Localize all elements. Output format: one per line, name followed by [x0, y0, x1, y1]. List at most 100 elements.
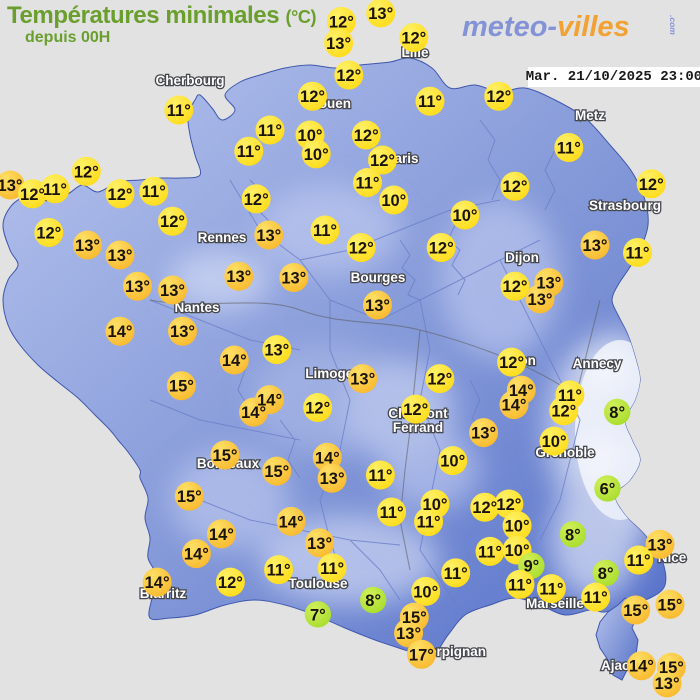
svg-text:15°: 15°: [658, 596, 683, 614]
svg-text:13°: 13°: [160, 282, 185, 300]
svg-text:8°: 8°: [365, 592, 381, 610]
svg-text:14°: 14°: [145, 574, 170, 592]
svg-text:12°: 12°: [472, 499, 497, 517]
svg-text:11°: 11°: [584, 589, 608, 607]
svg-text:12°: 12°: [160, 213, 185, 231]
svg-text:15°: 15°: [213, 447, 238, 465]
svg-text:12°: 12°: [74, 163, 99, 181]
svg-text:15°: 15°: [177, 488, 202, 506]
svg-text:12°: 12°: [349, 240, 374, 258]
svg-text:12°: 12°: [639, 176, 664, 194]
svg-text:12°: 12°: [370, 152, 395, 170]
svg-text:13°: 13°: [536, 275, 561, 293]
svg-text:10°: 10°: [542, 433, 567, 451]
svg-text:13°: 13°: [125, 278, 150, 296]
svg-text:13°: 13°: [256, 227, 281, 245]
svg-text:11°: 11°: [167, 102, 191, 120]
svg-text:10°: 10°: [413, 583, 438, 601]
svg-text:13°: 13°: [108, 247, 133, 265]
svg-text:13°: 13°: [326, 35, 351, 53]
svg-text:11°: 11°: [380, 504, 404, 522]
svg-text:12°: 12°: [36, 225, 61, 243]
svg-text:12°: 12°: [551, 403, 576, 421]
svg-text:11°: 11°: [320, 560, 344, 578]
svg-text:12°: 12°: [427, 371, 452, 389]
svg-text:13°: 13°: [648, 536, 673, 554]
svg-text:10°: 10°: [453, 207, 478, 225]
svg-text:11°: 11°: [478, 543, 502, 561]
svg-text:12°: 12°: [218, 574, 243, 592]
svg-text:14°: 14°: [502, 397, 527, 415]
svg-text:10°: 10°: [381, 192, 406, 210]
svg-text:13°: 13°: [226, 268, 251, 286]
svg-text:11°: 11°: [313, 222, 337, 240]
svg-text:12°: 12°: [354, 127, 379, 145]
svg-text:13°: 13°: [471, 425, 496, 443]
svg-text:11°: 11°: [142, 183, 166, 201]
svg-text:11°: 11°: [418, 93, 442, 111]
svg-text:14°: 14°: [279, 513, 304, 531]
svg-text:Nantes: Nantes: [174, 300, 219, 315]
svg-text:10°: 10°: [304, 146, 329, 164]
svg-text:13°: 13°: [307, 535, 332, 553]
svg-text:12°: 12°: [20, 186, 45, 204]
svg-text:13°: 13°: [170, 323, 195, 341]
svg-text:13°: 13°: [75, 237, 100, 255]
svg-text:11°: 11°: [267, 562, 291, 580]
svg-text:15°: 15°: [264, 463, 289, 481]
svg-text:14°: 14°: [184, 546, 209, 564]
svg-text:11°: 11°: [557, 140, 581, 158]
svg-text:Metz: Metz: [575, 108, 605, 123]
svg-text:11°: 11°: [417, 514, 441, 532]
svg-text:11°: 11°: [355, 175, 379, 193]
svg-text:14°: 14°: [222, 352, 247, 370]
svg-text:11°: 11°: [444, 565, 468, 583]
svg-text:13°: 13°: [320, 470, 345, 488]
svg-text:13°: 13°: [350, 371, 375, 389]
svg-text:Rennes: Rennes: [198, 230, 247, 245]
svg-text:12°: 12°: [108, 186, 133, 204]
svg-text:8°: 8°: [565, 526, 581, 544]
svg-text:11°: 11°: [237, 143, 261, 161]
svg-text:11°: 11°: [627, 552, 651, 570]
svg-text:12°: 12°: [336, 67, 361, 85]
svg-text:Strasbourg: Strasbourg: [589, 198, 661, 213]
svg-text:11°: 11°: [258, 122, 282, 140]
svg-text:11°: 11°: [43, 181, 67, 199]
svg-text:13°: 13°: [583, 237, 608, 255]
svg-text:12°: 12°: [429, 240, 454, 258]
svg-text:12°: 12°: [499, 354, 524, 372]
svg-text:13°: 13°: [528, 291, 553, 309]
svg-text:12°: 12°: [486, 88, 511, 106]
svg-text:14°: 14°: [257, 392, 282, 410]
svg-text:11°: 11°: [508, 576, 532, 594]
svg-text:14°: 14°: [629, 658, 654, 676]
svg-text:11°: 11°: [625, 245, 649, 263]
svg-text:12°: 12°: [503, 178, 528, 196]
svg-text:13°: 13°: [368, 5, 393, 23]
svg-text:13°: 13°: [655, 675, 680, 693]
svg-text:12°: 12°: [401, 30, 426, 48]
svg-text:17°: 17°: [409, 646, 434, 664]
svg-text:14°: 14°: [315, 449, 340, 467]
svg-text:9°: 9°: [524, 558, 540, 576]
svg-text:11°: 11°: [368, 467, 392, 485]
svg-text:Cherbourg: Cherbourg: [156, 73, 225, 88]
svg-text:8°: 8°: [609, 404, 625, 422]
svg-text:10°: 10°: [423, 496, 448, 514]
svg-text:13°: 13°: [264, 342, 289, 360]
svg-text:13°: 13°: [396, 625, 421, 643]
svg-text:11°: 11°: [539, 581, 563, 599]
svg-text:12°: 12°: [403, 401, 428, 419]
svg-text:12°: 12°: [300, 88, 325, 106]
svg-text:15°: 15°: [169, 378, 194, 396]
svg-text:10°: 10°: [298, 127, 323, 145]
svg-text:Annecy: Annecy: [573, 356, 622, 371]
svg-text:12°: 12°: [503, 278, 528, 296]
svg-text:7°: 7°: [310, 606, 326, 624]
svg-text:12°: 12°: [244, 191, 269, 209]
svg-text:Dijon: Dijon: [505, 250, 539, 265]
svg-text:13°: 13°: [365, 297, 390, 315]
svg-text:15°: 15°: [623, 602, 648, 620]
svg-text:14°: 14°: [209, 526, 234, 544]
